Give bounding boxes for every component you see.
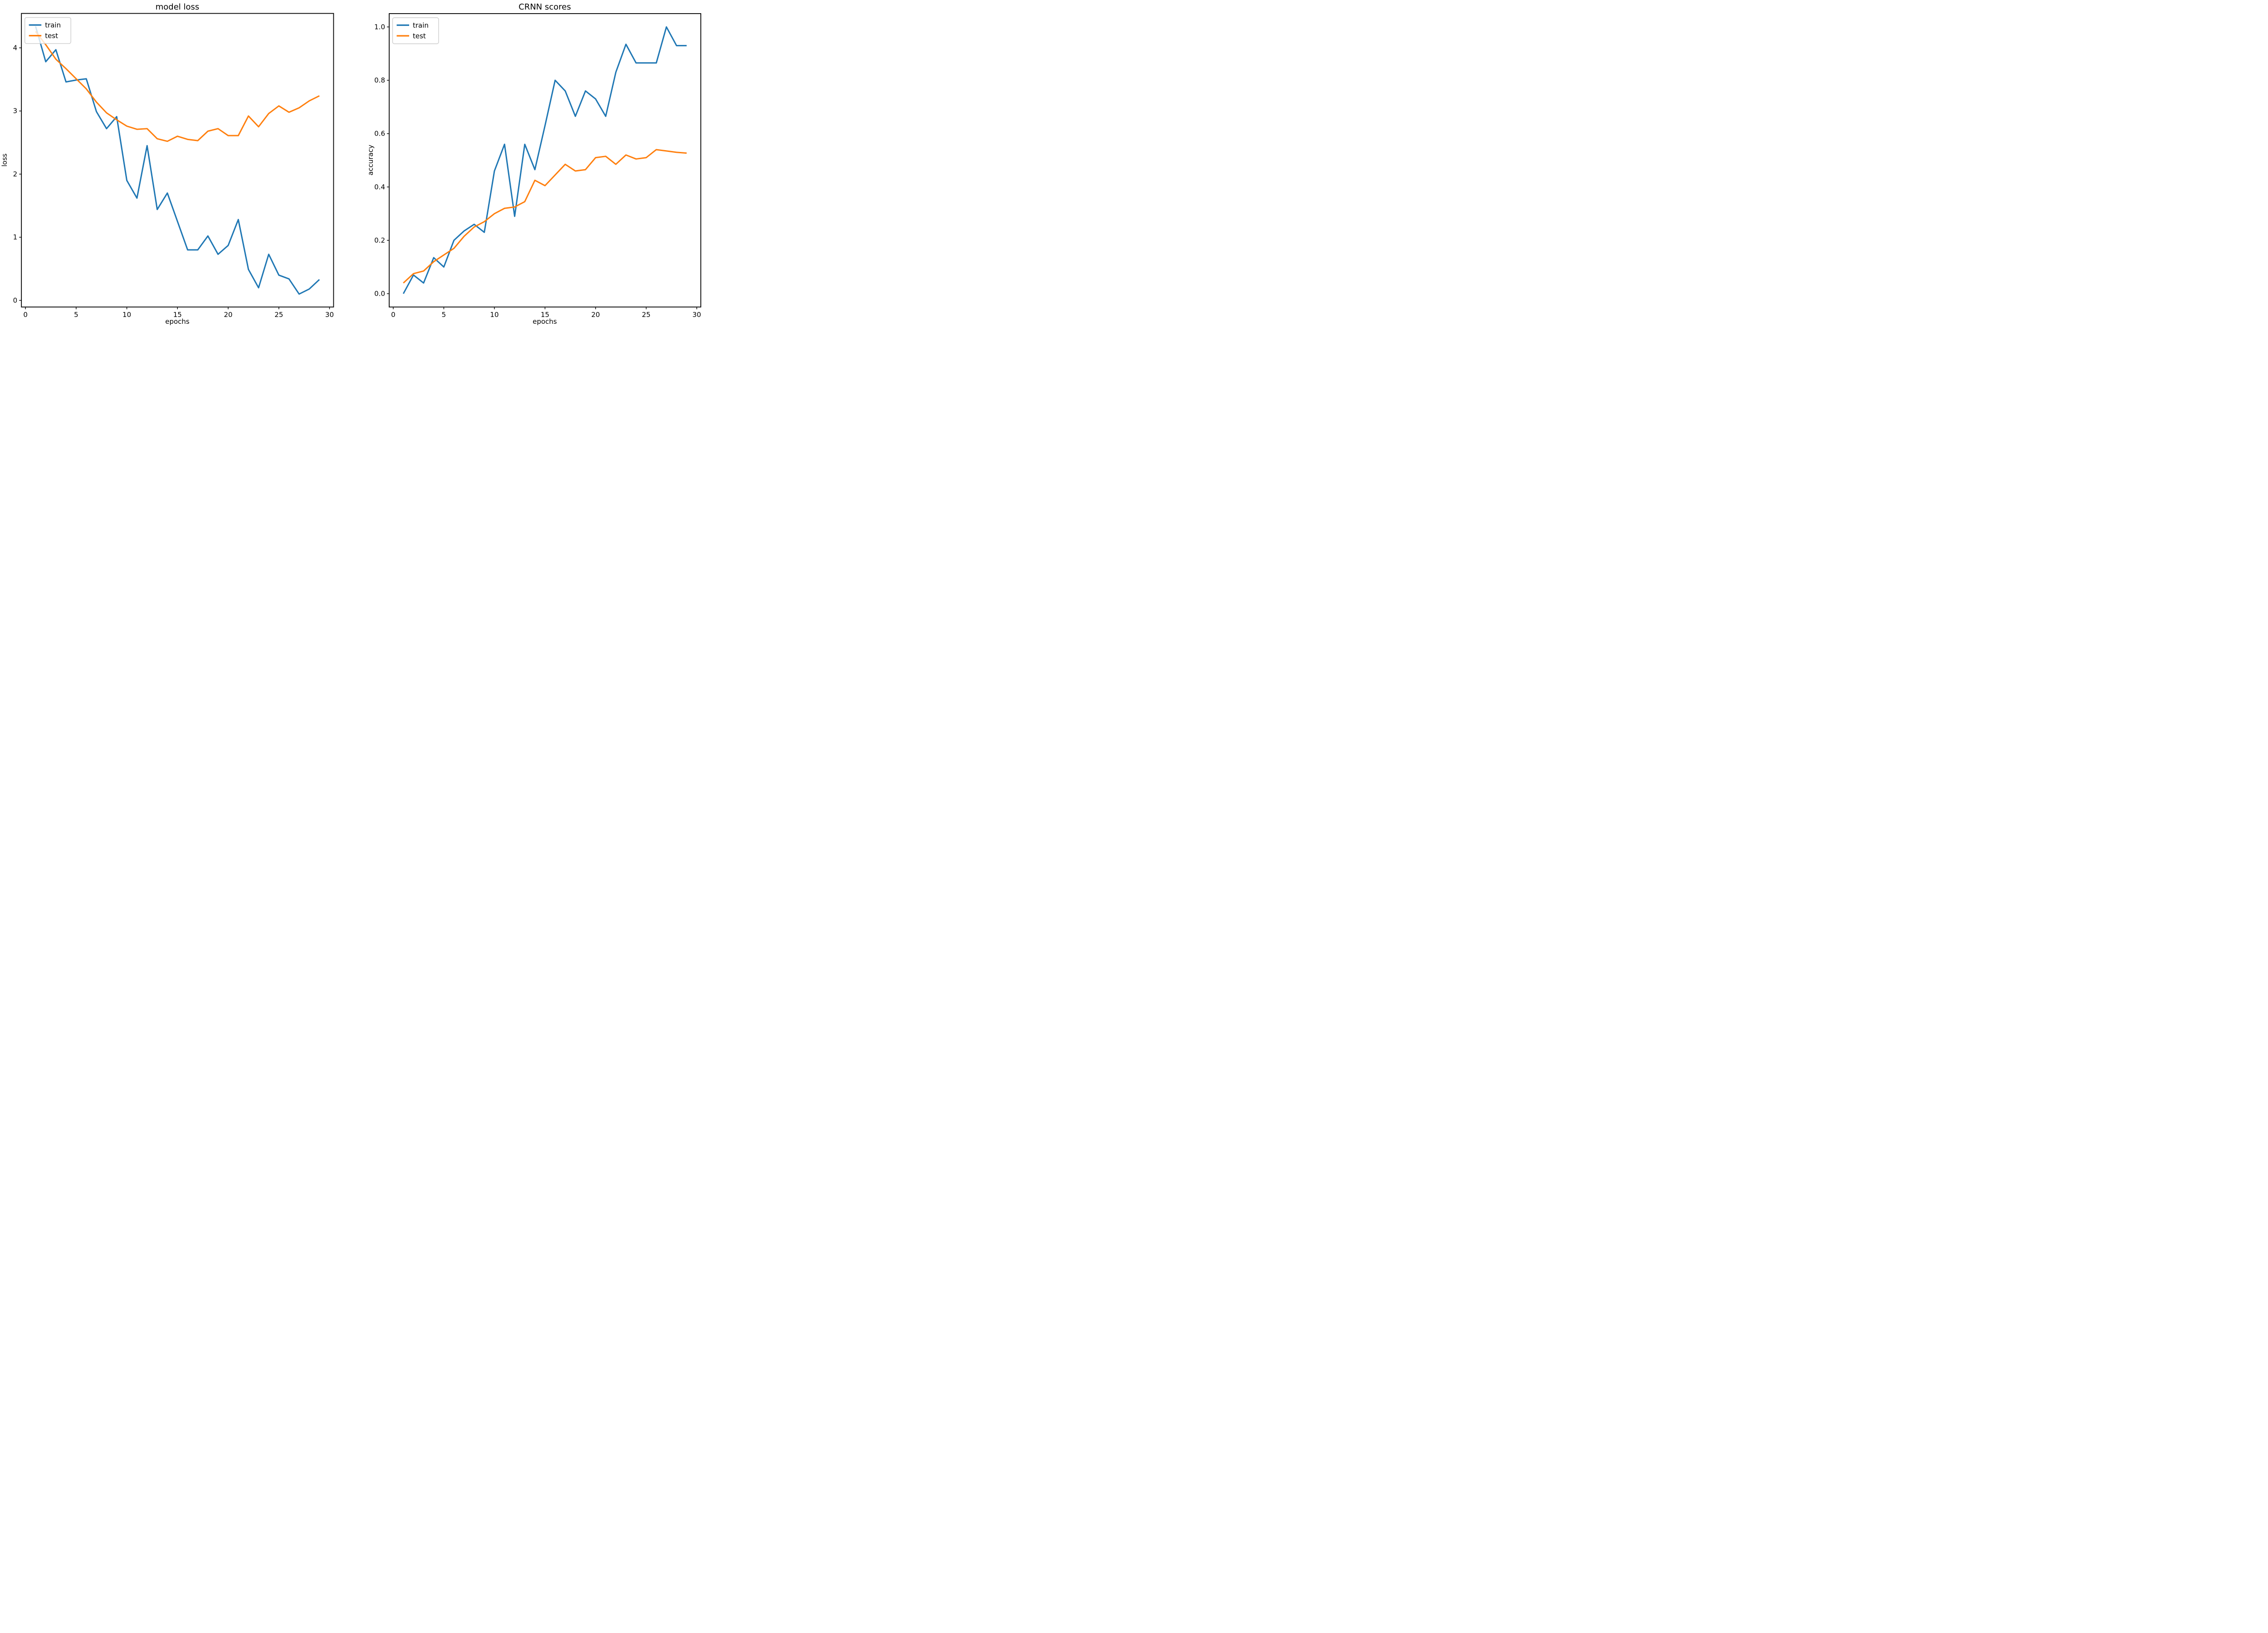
legend-box xyxy=(24,17,71,44)
test-legend-label: test xyxy=(413,32,426,40)
accuracy-chart-ylabel: accuracy xyxy=(367,145,375,175)
accuracy-chart: 0 5 10 15 20 25 30 0.0 0.2 0.4 0.6 0.8 1.0 train test xyxy=(374,13,701,319)
x-tick-label: 25 xyxy=(642,311,650,319)
train-line xyxy=(35,26,320,295)
x-tick-label: 5 xyxy=(74,311,78,319)
test-line xyxy=(35,31,320,142)
y-tick-label: 0.0 xyxy=(374,290,385,298)
train-legend-label: train xyxy=(413,21,429,29)
test-legend-label: test xyxy=(45,32,58,40)
legend: train test xyxy=(24,17,71,44)
train-line xyxy=(402,26,687,294)
legend-box xyxy=(392,17,439,44)
y-tick-label: 4 xyxy=(13,44,18,52)
axes-frame xyxy=(21,13,334,307)
x-tick-label: 0 xyxy=(391,311,396,319)
test-line xyxy=(403,149,687,284)
y-tick-label: 1.0 xyxy=(374,23,385,31)
matplotlib-figure: 0 5 10 15 20 25 30 0 1 2 3 4 train test 0 5 10 15 20 25 30 0… xyxy=(0,0,702,327)
legend: train test xyxy=(392,17,439,44)
loss-chart-ylabel: loss xyxy=(0,153,9,166)
y-tick-label: 2 xyxy=(13,170,18,178)
y-tick-label: 0 xyxy=(13,296,18,304)
x-tick-label: 10 xyxy=(490,311,499,319)
x-tick-label: 20 xyxy=(224,311,232,319)
x-tick-label: 20 xyxy=(591,311,600,319)
loss-chart-xlabel: epochs xyxy=(165,317,190,326)
y-tick-label: 3 xyxy=(13,107,18,115)
x-tick-label: 25 xyxy=(274,311,283,319)
x-tick-label: 0 xyxy=(23,311,28,319)
y-tick-label: 0.2 xyxy=(374,236,385,244)
x-tick-label: 15 xyxy=(541,311,549,319)
y-tick-label: 0.8 xyxy=(374,76,385,84)
x-tick-label: 15 xyxy=(173,311,182,319)
x-tick-label: 30 xyxy=(693,311,701,319)
x-tick-label: 5 xyxy=(442,311,446,319)
y-tick-label: 0.4 xyxy=(374,183,385,191)
x-tick-label: 10 xyxy=(122,311,131,319)
x-tick-label: 30 xyxy=(325,311,334,319)
axes-frame xyxy=(389,13,701,307)
loss-chart-title: model loss xyxy=(156,2,200,12)
accuracy-chart-xlabel: epochs xyxy=(533,317,557,326)
y-tick-label: 0.6 xyxy=(374,130,385,138)
train-legend-label: train xyxy=(45,21,61,29)
accuracy-chart-title: CRNN scores xyxy=(518,2,571,12)
y-tick-label: 1 xyxy=(13,233,18,241)
loss-chart: 0 5 10 15 20 25 30 0 1 2 3 4 train test xyxy=(13,13,334,319)
